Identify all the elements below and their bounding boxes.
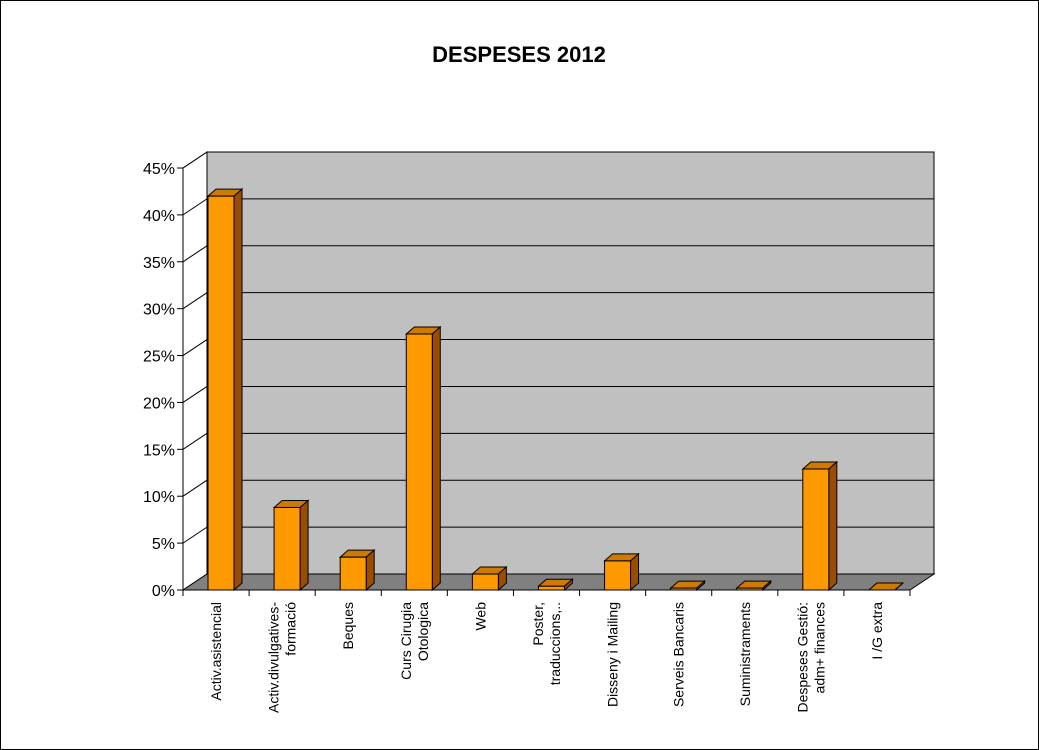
bar — [273, 506, 301, 591]
gridline-side — [182, 526, 208, 544]
bar — [802, 468, 830, 591]
y-tick-label: 40% — [143, 208, 175, 225]
bar-side — [630, 552, 640, 592]
gridline-side — [182, 432, 208, 450]
y-tick-label: 5% — [152, 536, 175, 553]
x-tick-label: Web — [472, 602, 488, 631]
x-tick-label-line: traduccions,.. — [547, 602, 563, 685]
bar — [604, 560, 632, 591]
x-tick-label-line: adm+ finances — [811, 602, 827, 693]
x-tick-label-line: Web — [472, 602, 488, 631]
y-tick-label: 45% — [143, 161, 175, 178]
bar — [207, 195, 235, 591]
x-tick-label: Despeses Gestió:adm+ finances — [794, 602, 827, 713]
x-tick-label: Activ.divulgatives-formació — [266, 602, 299, 713]
bar — [537, 585, 565, 591]
gridline-side — [182, 292, 208, 310]
bar — [471, 573, 499, 591]
x-tick-label-line: Disseny i Mailing — [605, 602, 621, 707]
gridline-side — [182, 198, 208, 216]
gridline-side — [182, 479, 208, 497]
bar — [670, 587, 698, 591]
chart-title: DESPESES 2012 — [432, 42, 606, 67]
y-tick-label: 30% — [143, 302, 175, 319]
y-tick-label: 25% — [143, 349, 175, 366]
x-tick-label: I /G extra — [869, 602, 885, 660]
bar-side — [365, 549, 375, 592]
x-tick-label-line: Suministraments — [737, 602, 753, 706]
x-tick-label: Disseny i Mailing — [605, 602, 621, 707]
x-tick-label: Activ.asistencial — [208, 602, 224, 701]
x-tick-label-line: Curs Cirugia — [398, 602, 414, 680]
y-tick-label: 15% — [143, 442, 175, 459]
gridline-side — [182, 151, 208, 169]
x-tick-label-line: Activ.asistencial — [208, 602, 224, 701]
side-wall — [182, 151, 208, 591]
bar — [339, 556, 367, 591]
y-tick-label: 20% — [143, 395, 175, 412]
bar — [736, 587, 764, 591]
gridline-side — [182, 339, 208, 356]
x-tick-label: Beques — [340, 602, 356, 649]
y-tick-label: 35% — [143, 255, 175, 272]
x-tick-label-line: formació — [283, 602, 299, 656]
x-tick-label-line: I /G extra — [869, 602, 885, 660]
y-tick-label: 0% — [152, 583, 175, 600]
bar-side — [431, 325, 441, 592]
x-tick-label-line: Beques — [340, 602, 356, 649]
bar-side — [299, 499, 309, 592]
gridline-side — [182, 245, 208, 263]
x-tick-label: Curs CirugiaOtologica — [398, 602, 431, 680]
y-tick-label: 10% — [143, 489, 175, 506]
x-tick-label-line: Poster, — [530, 602, 546, 646]
bar-side — [828, 460, 838, 592]
x-tick-label-line: Otologica — [415, 602, 431, 661]
x-tick-label: Poster,traduccions,.. — [530, 602, 563, 685]
x-tick-label: Serveis Bancaris — [671, 602, 687, 707]
bar-side — [233, 188, 243, 592]
gridline-side — [182, 386, 208, 403]
x-tick-label: Suministraments — [737, 602, 753, 706]
bar — [405, 333, 433, 591]
x-tick-label-line: Despeses Gestió: — [794, 602, 810, 713]
x-tick-label-line: Serveis Bancaris — [671, 602, 687, 707]
x-tick-label-line: Activ.divulgatives- — [266, 602, 282, 713]
bar-side — [894, 582, 904, 591]
